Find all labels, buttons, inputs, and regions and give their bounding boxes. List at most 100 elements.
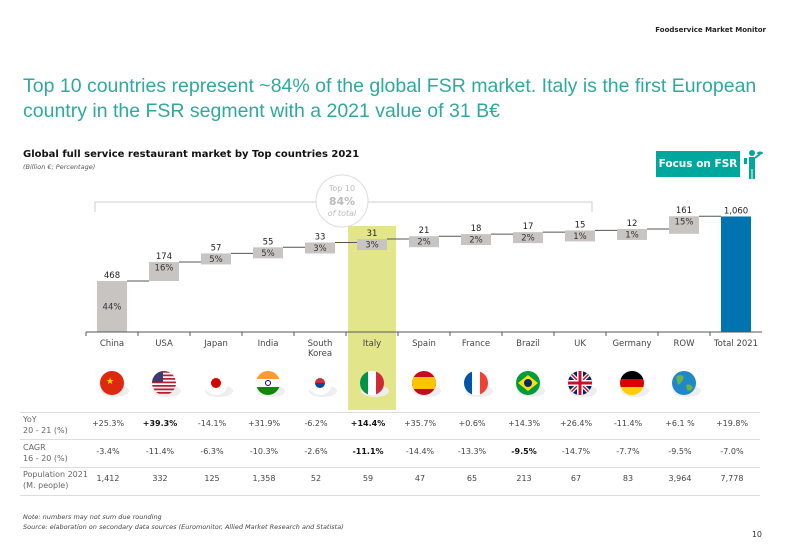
footnote: Note: numbers may not sum due rounding S… — [23, 512, 344, 532]
value-label: 468 — [104, 271, 120, 281]
table-cell: +0.6% — [458, 419, 486, 428]
value-label: 12 — [627, 219, 638, 229]
flag-part — [568, 381, 592, 385]
table-cell: 332 — [152, 474, 168, 483]
category-label: France — [462, 339, 490, 349]
focus-badge: Focus on FSR — [656, 151, 740, 177]
table-cell: 213 — [516, 474, 532, 483]
globe-icon — [672, 371, 701, 397]
bar-uk — [565, 230, 595, 242]
table-cell: -7.7% — [616, 446, 640, 456]
flag-body — [256, 371, 280, 395]
flag-part — [464, 371, 472, 395]
flag-body — [464, 371, 488, 395]
flag-part — [256, 387, 280, 395]
land — [676, 375, 693, 391]
table-divider — [20, 439, 760, 440]
star: ★ — [106, 377, 114, 387]
value-label: 55 — [263, 237, 274, 247]
bar-france — [461, 234, 491, 246]
flag-shadow — [153, 385, 181, 397]
bar-row — [669, 216, 699, 234]
flag-part — [376, 371, 384, 395]
share-label: 16% — [155, 264, 174, 274]
yin — [315, 378, 325, 383]
annotation-circle — [315, 174, 369, 228]
flag-part — [672, 371, 696, 395]
table-cell: 47 — [414, 474, 426, 483]
share-label: 1% — [573, 232, 587, 242]
flag-body — [204, 371, 228, 395]
yang — [315, 383, 325, 388]
row-label-line2: 16 - 20 (%) — [23, 453, 68, 463]
chart-subtitle: (Billion €; Percentage) — [23, 163, 96, 171]
share-label: 1% — [625, 230, 639, 240]
table-cell: 3,964 — [668, 474, 692, 483]
row-label-line1: CAGR — [23, 442, 46, 452]
flag-body: ★ — [100, 371, 124, 395]
table-cell: -14.7% — [561, 446, 591, 456]
annotation-line3: of total — [328, 209, 357, 218]
flag-body — [152, 371, 176, 394]
value-label: 17 — [523, 222, 534, 232]
table-cell: +26.4% — [559, 419, 593, 428]
flag-part — [620, 387, 644, 395]
globe — [524, 379, 532, 387]
bar-italy — [357, 239, 387, 251]
annotation-line2: 84% — [329, 195, 355, 208]
value-label: 31 — [367, 229, 378, 239]
table-cell: -9.5% — [668, 446, 692, 456]
table-cell: -6.2% — [304, 419, 328, 428]
table-divider — [20, 495, 760, 496]
table-cell: -11.1% — [352, 446, 384, 456]
annotation-line1: Top 10 — [328, 184, 355, 193]
flag-part — [152, 388, 176, 391]
india-flag-icon — [256, 371, 285, 397]
flag-part — [620, 371, 644, 379]
value-label: 33 — [315, 233, 326, 243]
bar-japan — [201, 253, 231, 265]
flag-part — [152, 371, 163, 382]
table-cell: 67 — [570, 474, 582, 483]
wheel — [265, 380, 271, 386]
waterfall-chart: Top 10 84%of total 468 44% China 174 16% USA 57 5… — [85, 174, 762, 410]
share-label: 44% — [103, 302, 122, 312]
bar-spain — [409, 236, 439, 248]
germany-flag-icon — [620, 371, 649, 397]
table-cell: +14.3% — [507, 419, 541, 428]
category-label: China — [100, 339, 124, 349]
table-cell: -10.3% — [249, 446, 279, 456]
flag-body — [568, 371, 592, 395]
flag-part — [368, 371, 376, 395]
flag-part — [256, 371, 280, 379]
flag-body — [308, 371, 332, 395]
table-cell: 65 — [466, 474, 478, 483]
japan-flag-icon — [204, 371, 233, 397]
bar-south-korea — [305, 242, 335, 254]
bar-brazil — [513, 232, 543, 244]
row-label-line1: Population 2021 — [23, 470, 88, 479]
value-label: 15 — [575, 220, 586, 230]
flag-part — [152, 371, 176, 373]
flag-part — [620, 379, 644, 387]
sun — [211, 378, 221, 388]
bar-china — [97, 280, 127, 332]
table-cell: 59 — [362, 474, 374, 483]
value-label: 21 — [419, 226, 430, 236]
table-cell: +19.8% — [715, 419, 749, 428]
table-cell: 83 — [622, 474, 634, 483]
table-cell: -11.4% — [145, 446, 175, 456]
south-korea-flag-icon — [308, 371, 337, 397]
category-label: UK — [574, 339, 586, 349]
table-cell: +31.9% — [247, 419, 281, 428]
note-text: Note: numbers may not sum due rounding — [23, 513, 162, 521]
row-label: CAGR 16 - 20 (%) — [23, 442, 68, 464]
flag-body — [672, 371, 696, 395]
flag-part — [152, 378, 176, 380]
table-cell: -2.6% — [304, 446, 328, 456]
category-label: ROW — [673, 339, 695, 349]
flag-part — [360, 371, 368, 395]
report-header: Foodservice Market Monitor — [655, 26, 766, 34]
table-cell: 52 — [310, 474, 322, 483]
share-label: 2% — [417, 238, 431, 248]
